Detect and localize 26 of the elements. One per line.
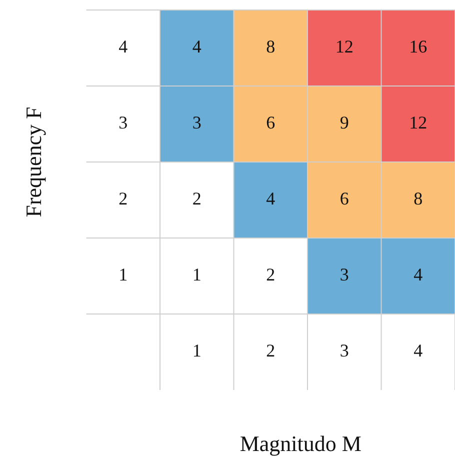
data-label: 12 xyxy=(335,36,354,57)
x-tick-label: 3 xyxy=(340,340,349,361)
data-label: 4 xyxy=(266,188,276,209)
y-axis-title: Frequency F xyxy=(20,106,46,218)
x-axis-title: Magnitudo M xyxy=(240,430,362,456)
data-label: 8 xyxy=(266,36,276,57)
y-tick-label: 4 xyxy=(118,36,128,57)
y-tick-label: 3 xyxy=(118,112,128,133)
data-label: 1 xyxy=(192,264,202,285)
y-tick-label: 1 xyxy=(118,264,128,285)
data-label: 4 xyxy=(192,36,202,57)
data-label: 16 xyxy=(409,36,428,57)
data-label: 4 xyxy=(414,264,423,285)
y-tick-label: 2 xyxy=(118,188,128,209)
data-label: 12 xyxy=(409,112,428,133)
data-label: 8 xyxy=(414,188,423,209)
x-tick-label: 1 xyxy=(192,340,202,361)
x-tick-label: 2 xyxy=(266,340,276,361)
data-label: 3 xyxy=(192,112,202,133)
data-label: 3 xyxy=(340,264,349,285)
data-label: 2 xyxy=(192,188,202,209)
data-label: 6 xyxy=(266,112,276,133)
data-label: 6 xyxy=(340,188,349,209)
x-tick-label: 4 xyxy=(414,340,423,361)
data-label: 2 xyxy=(266,264,276,285)
data-label: 9 xyxy=(340,112,349,133)
